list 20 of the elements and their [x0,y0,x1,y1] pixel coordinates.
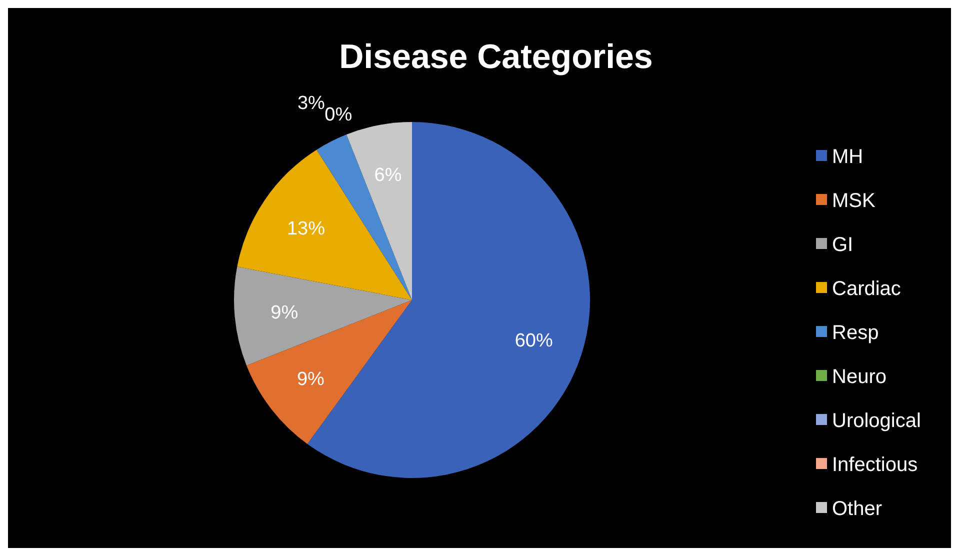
legend-label: Cardiac [832,278,901,300]
pie-slice [237,150,412,300]
data-label: 9% [270,302,298,324]
legend-label: MH [832,146,864,168]
legend-label: MSK [832,190,876,212]
chart-title: Disease Categories [339,38,653,76]
legend-label: Infectious [832,454,918,476]
legend-label: Urological [832,410,921,432]
pie-slice [234,266,412,366]
legend-label: Other [832,498,882,520]
legend-label: Neuro [832,366,886,388]
pie-slice [246,300,412,444]
data-label: 13% [286,218,326,240]
data-label: 3% [297,92,326,114]
legend-label: Resp [832,322,879,344]
data-label: 9% [297,369,325,390]
pie-slice [346,122,412,300]
legend-label: GI [832,234,854,256]
data-label: 60% [514,330,554,352]
text: 0% [324,104,352,126]
